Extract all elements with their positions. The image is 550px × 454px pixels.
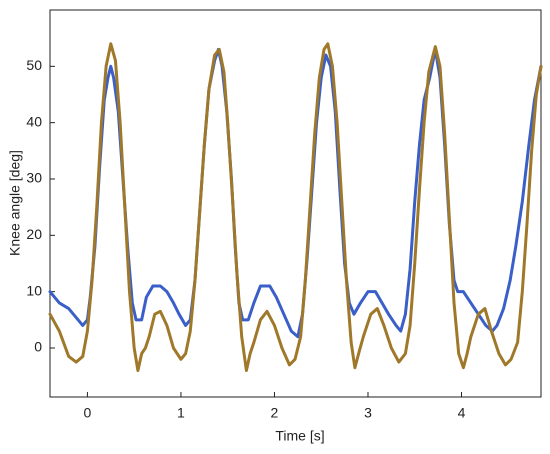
- y-tick-label: 0: [34, 339, 42, 355]
- data-line: [48, 42, 543, 373]
- y-tick-label: 10: [26, 282, 42, 298]
- y-tick-label: 20: [26, 226, 42, 242]
- x-axis-label: Time [s]: [275, 428, 324, 444]
- x-tick-label: 0: [84, 405, 92, 421]
- x-tick-label: 4: [458, 405, 466, 421]
- x-tick-label: 1: [177, 405, 185, 421]
- plot-frame: [49, 9, 542, 398]
- y-tick-label: 50: [26, 57, 42, 73]
- y-axis-label: Knee angle [deg]: [7, 150, 23, 256]
- x-tick-label: 2: [271, 405, 279, 421]
- y-tick-label: 30: [26, 170, 42, 186]
- x-tick-label: 3: [364, 405, 372, 421]
- y-tick-label: 40: [26, 113, 42, 129]
